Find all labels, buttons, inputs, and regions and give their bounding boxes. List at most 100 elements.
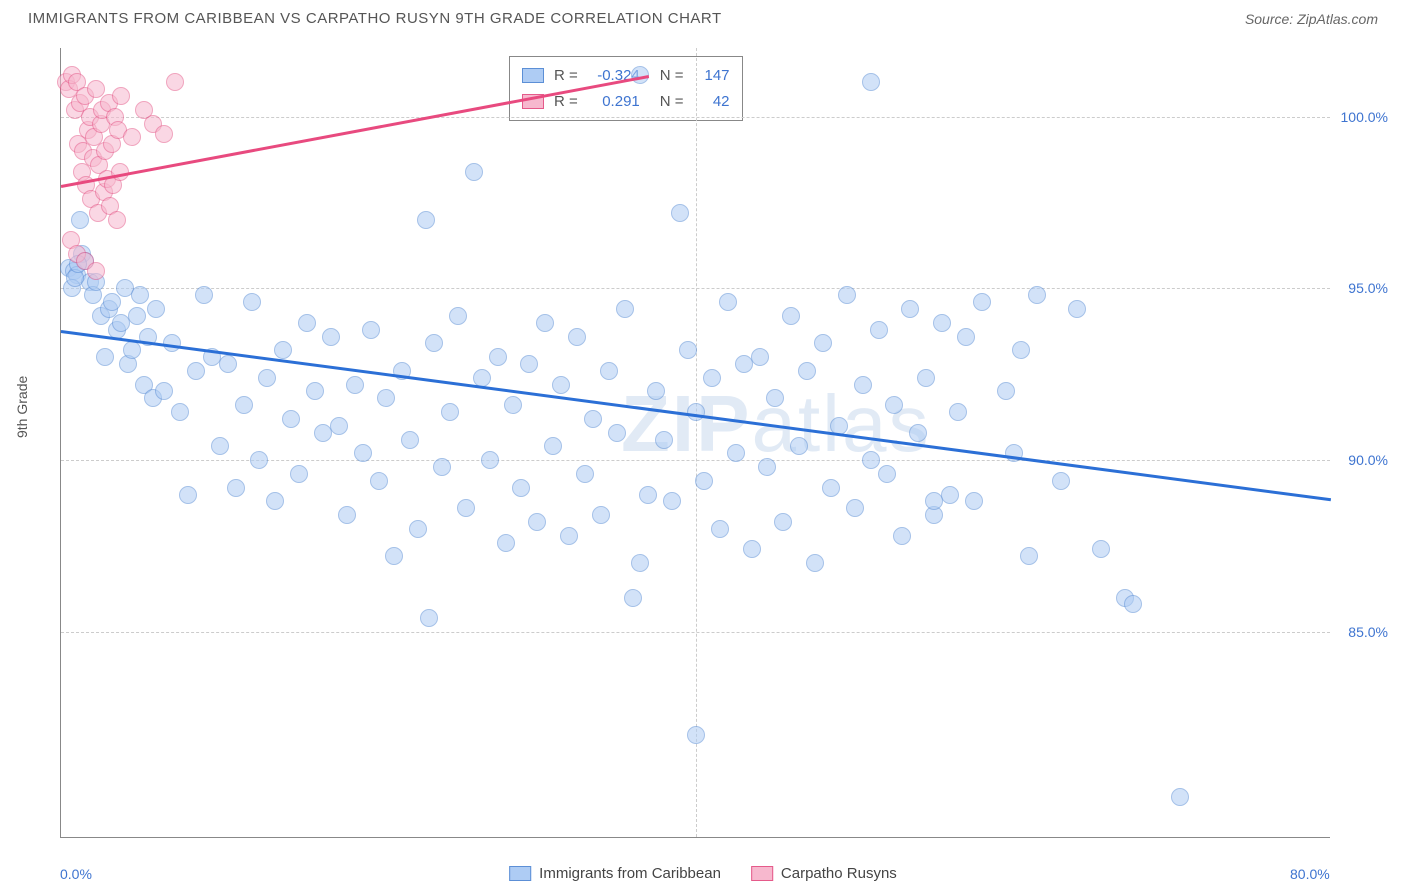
data-point (128, 307, 146, 325)
data-point (346, 376, 364, 394)
data-point (179, 486, 197, 504)
data-point (608, 424, 626, 442)
data-point (687, 403, 705, 421)
data-point (1171, 788, 1189, 806)
data-point (1092, 540, 1110, 558)
data-point (250, 451, 268, 469)
data-point (616, 300, 634, 318)
data-point (370, 472, 388, 490)
data-point (862, 451, 880, 469)
data-point (687, 726, 705, 744)
data-point (758, 458, 776, 476)
data-point (639, 486, 657, 504)
data-point (441, 403, 459, 421)
chart-title: IMMIGRANTS FROM CARIBBEAN VS CARPATHO RU… (28, 10, 722, 27)
data-point (647, 382, 665, 400)
legend-row: R =-0.324N =147 (522, 63, 730, 89)
n-label: N = (660, 89, 684, 115)
gridline-v (696, 48, 697, 837)
data-point (743, 540, 761, 558)
data-point (409, 520, 427, 538)
data-point (457, 499, 475, 517)
data-point (584, 410, 602, 428)
data-point (973, 293, 991, 311)
data-point (917, 369, 935, 387)
data-point (997, 382, 1015, 400)
data-point (171, 403, 189, 421)
data-point (782, 307, 800, 325)
data-point (766, 389, 784, 407)
data-point (298, 314, 316, 332)
data-point (806, 554, 824, 572)
data-point (322, 328, 340, 346)
data-point (719, 293, 737, 311)
data-point (211, 437, 229, 455)
data-point (112, 87, 130, 105)
data-point (624, 589, 642, 607)
data-point (862, 73, 880, 91)
data-point (814, 334, 832, 352)
data-point (195, 286, 213, 304)
data-point (385, 547, 403, 565)
data-point (790, 437, 808, 455)
data-point (671, 204, 689, 222)
data-point (155, 382, 173, 400)
legend-item: Immigrants from Caribbean (509, 865, 721, 882)
data-point (243, 293, 261, 311)
r-label: R = (554, 63, 578, 89)
data-point (901, 300, 919, 318)
data-point (798, 362, 816, 380)
data-point (838, 286, 856, 304)
legend-swatch (522, 68, 544, 83)
data-point (166, 73, 184, 91)
data-point (417, 211, 435, 229)
data-point (711, 520, 729, 538)
data-point (155, 125, 173, 143)
correlation-legend: R =-0.324N =147R =0.291N =42 (509, 56, 743, 121)
data-point (1124, 595, 1142, 613)
data-point (512, 479, 530, 497)
data-point (695, 472, 713, 490)
data-point (663, 492, 681, 510)
series-legend: Immigrants from CaribbeanCarpatho Rusyns (509, 865, 897, 882)
data-point (925, 492, 943, 510)
y-tick-label: 95.0% (1348, 280, 1388, 296)
data-point (481, 451, 499, 469)
data-point (497, 534, 515, 552)
data-point (354, 444, 372, 462)
data-point (576, 465, 594, 483)
data-point (679, 341, 697, 359)
data-point (893, 527, 911, 545)
y-tick-label: 100.0% (1341, 109, 1388, 125)
data-point (433, 458, 451, 476)
data-point (631, 554, 649, 572)
data-point (520, 355, 538, 373)
x-tick-label: 80.0% (1290, 866, 1330, 882)
data-point (1068, 300, 1086, 318)
data-point (219, 355, 237, 373)
x-tick-label: 0.0% (60, 866, 92, 882)
data-point (103, 293, 121, 311)
data-point (909, 424, 927, 442)
data-point (1052, 472, 1070, 490)
data-point (878, 465, 896, 483)
data-point (187, 362, 205, 380)
data-point (854, 376, 872, 394)
data-point (822, 479, 840, 497)
data-point (147, 300, 165, 318)
chart-header: IMMIGRANTS FROM CARIBBEAN VS CARPATHO RU… (0, 0, 1406, 35)
y-tick-label: 90.0% (1348, 452, 1388, 468)
data-point (965, 492, 983, 510)
data-point (290, 465, 308, 483)
data-point (949, 403, 967, 421)
data-point (420, 609, 438, 627)
data-point (306, 382, 324, 400)
data-point (266, 492, 284, 510)
data-point (338, 506, 356, 524)
data-point (727, 444, 745, 462)
data-point (504, 396, 522, 414)
data-point (528, 513, 546, 531)
data-point (1012, 341, 1030, 359)
data-point (235, 396, 253, 414)
n-value: 42 (694, 89, 730, 115)
